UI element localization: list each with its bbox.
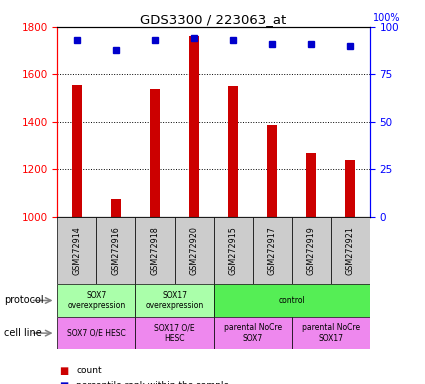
Bar	[331, 217, 370, 284]
Title: GDS3300 / 223063_at: GDS3300 / 223063_at	[140, 13, 287, 26]
Text: percentile rank within the sample: percentile rank within the sample	[76, 381, 230, 384]
Text: parental NoCre
SOX7: parental NoCre SOX7	[224, 323, 282, 343]
Bar	[136, 317, 213, 349]
Text: protocol: protocol	[4, 295, 44, 306]
Bar	[57, 284, 136, 317]
Text: GSM272921: GSM272921	[346, 226, 355, 275]
Text: count: count	[76, 366, 102, 375]
Text: SOX17 O/E
HESC: SOX17 O/E HESC	[154, 323, 195, 343]
Bar	[150, 89, 160, 217]
Text: SOX7
overexpression: SOX7 overexpression	[67, 291, 125, 310]
Bar	[189, 36, 199, 217]
Text: parental NoCre
SOX17: parental NoCre SOX17	[302, 323, 360, 343]
Bar	[96, 217, 136, 284]
Text: GSM272919: GSM272919	[307, 226, 316, 275]
Bar	[136, 284, 213, 317]
Text: 100%: 100%	[373, 13, 400, 23]
Text: GSM272918: GSM272918	[150, 226, 159, 275]
Text: GSM272916: GSM272916	[111, 226, 120, 275]
Bar	[175, 217, 213, 284]
Text: control: control	[278, 296, 305, 305]
Text: ■: ■	[60, 381, 69, 384]
Bar	[292, 317, 370, 349]
Bar	[72, 84, 82, 217]
Text: ■: ■	[60, 366, 69, 376]
Bar	[57, 217, 96, 284]
Text: GSM272915: GSM272915	[229, 226, 238, 275]
Text: GSM272920: GSM272920	[190, 226, 198, 275]
Bar	[57, 317, 136, 349]
Text: cell line: cell line	[4, 328, 42, 338]
Bar	[346, 160, 355, 217]
Text: SOX7 O/E HESC: SOX7 O/E HESC	[67, 329, 126, 338]
Bar	[306, 153, 316, 217]
Text: GSM272917: GSM272917	[268, 226, 277, 275]
Bar	[213, 317, 292, 349]
Bar	[111, 199, 121, 217]
Bar	[228, 86, 238, 217]
Bar	[213, 217, 252, 284]
Bar	[292, 217, 331, 284]
Text: SOX17
overexpression: SOX17 overexpression	[145, 291, 204, 310]
Text: GSM272914: GSM272914	[72, 226, 82, 275]
Bar	[213, 284, 370, 317]
Bar	[136, 217, 175, 284]
Bar	[252, 217, 292, 284]
Bar	[267, 126, 277, 217]
